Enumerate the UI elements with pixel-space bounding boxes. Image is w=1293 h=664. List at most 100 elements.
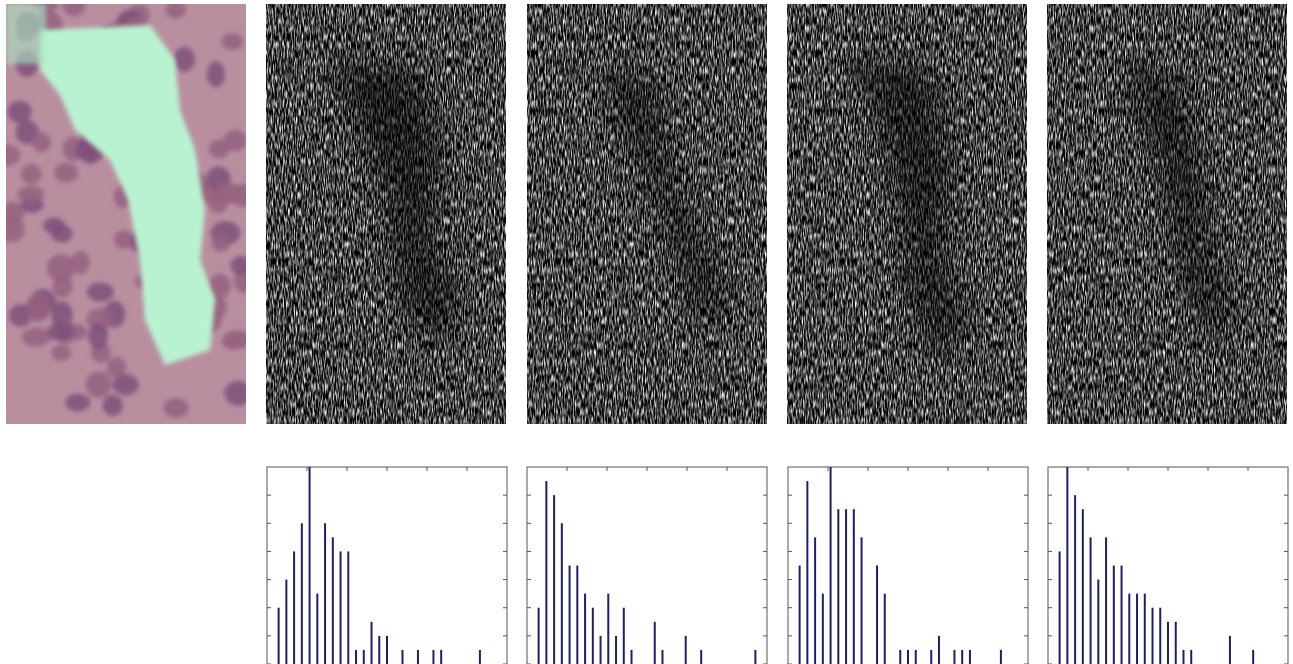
bar xyxy=(654,622,656,664)
figure xyxy=(0,0,1293,664)
cell-nucleus xyxy=(88,323,108,349)
bar xyxy=(853,509,855,664)
bar xyxy=(685,636,687,664)
bar xyxy=(953,650,955,664)
bar xyxy=(561,523,563,664)
bar xyxy=(1252,650,1254,664)
bar xyxy=(1059,551,1061,664)
cell-nucleus xyxy=(47,322,73,340)
histogram xyxy=(1048,467,1288,664)
cell-nucleus xyxy=(223,330,252,349)
cell-nucleus xyxy=(71,251,90,275)
cell-nucleus xyxy=(43,218,65,234)
bar xyxy=(600,636,602,664)
cell-nucleus xyxy=(54,163,78,183)
cell-nucleus xyxy=(230,256,251,275)
histogram xyxy=(527,467,767,664)
plot-frame xyxy=(527,467,767,664)
texture-panel xyxy=(1047,4,1287,424)
bar xyxy=(347,551,349,664)
bar xyxy=(278,608,280,664)
bar xyxy=(754,650,756,664)
cell-nucleus xyxy=(86,371,112,397)
bar xyxy=(1113,566,1115,664)
bar xyxy=(1144,594,1146,664)
bar xyxy=(845,509,847,664)
bar xyxy=(355,650,357,664)
bar xyxy=(440,650,442,664)
bar xyxy=(837,509,839,664)
cell-nucleus xyxy=(1,201,24,224)
bar xyxy=(553,495,555,664)
cell-nucleus xyxy=(174,47,195,72)
cell-nucleus xyxy=(87,282,114,301)
bar xyxy=(806,481,808,664)
bar xyxy=(538,608,540,664)
bar xyxy=(607,594,609,664)
cell-nucleus xyxy=(47,254,76,281)
bar xyxy=(884,594,886,664)
texture-noise xyxy=(1047,4,1287,424)
texture-noise xyxy=(527,4,767,424)
bar xyxy=(378,636,380,664)
cell-nucleus xyxy=(32,132,51,152)
bar xyxy=(332,537,334,664)
cell-nucleus xyxy=(207,61,225,87)
bar xyxy=(1175,622,1177,664)
bar xyxy=(545,481,547,664)
texture-panel xyxy=(266,4,506,424)
bar xyxy=(417,650,419,664)
cell-nucleus xyxy=(209,139,230,158)
bar xyxy=(1090,537,1092,664)
cell-nucleus xyxy=(102,395,122,416)
bar xyxy=(1074,495,1076,664)
bar xyxy=(1121,566,1123,664)
cell-nucleus xyxy=(22,328,51,347)
bar xyxy=(814,537,816,664)
bar xyxy=(876,566,878,664)
bar xyxy=(1097,580,1099,664)
histogram xyxy=(788,467,1028,664)
bar xyxy=(631,650,633,664)
cell-nucleus xyxy=(21,164,42,185)
bar xyxy=(1190,650,1192,664)
bar xyxy=(1136,594,1138,664)
bar xyxy=(293,551,295,664)
bar xyxy=(569,566,571,664)
bar xyxy=(1105,537,1107,664)
tissue-image xyxy=(0,0,258,424)
bar xyxy=(340,551,342,664)
bar xyxy=(1229,636,1231,664)
bar xyxy=(316,594,318,664)
bar xyxy=(861,537,863,664)
bar xyxy=(386,636,388,664)
bar xyxy=(584,594,586,664)
bar xyxy=(432,650,434,664)
cell-nucleus xyxy=(65,394,90,412)
bar xyxy=(969,650,971,664)
bar xyxy=(309,467,311,664)
bar xyxy=(661,650,663,664)
bar xyxy=(899,650,901,664)
bar xyxy=(324,523,326,664)
lumen xyxy=(6,4,46,64)
bar xyxy=(1066,467,1068,664)
page: {"chart_data": [ {"type": "bar", "color"… xyxy=(0,0,1293,664)
bar xyxy=(479,650,481,664)
plot-frame xyxy=(267,467,507,664)
bar xyxy=(700,650,702,664)
bar xyxy=(930,650,932,664)
bar xyxy=(623,608,625,664)
bar xyxy=(301,523,303,664)
cell-nucleus xyxy=(163,398,188,418)
texture-panel xyxy=(787,4,1027,424)
plot-frame xyxy=(788,467,1028,664)
bar xyxy=(615,636,617,664)
cell-nucleus xyxy=(224,381,252,406)
cell-nucleus xyxy=(26,294,51,322)
bar xyxy=(799,566,801,664)
bar xyxy=(1182,650,1184,664)
cell-nucleus xyxy=(17,186,44,203)
cell-nucleus xyxy=(211,234,230,252)
bar xyxy=(938,636,940,664)
